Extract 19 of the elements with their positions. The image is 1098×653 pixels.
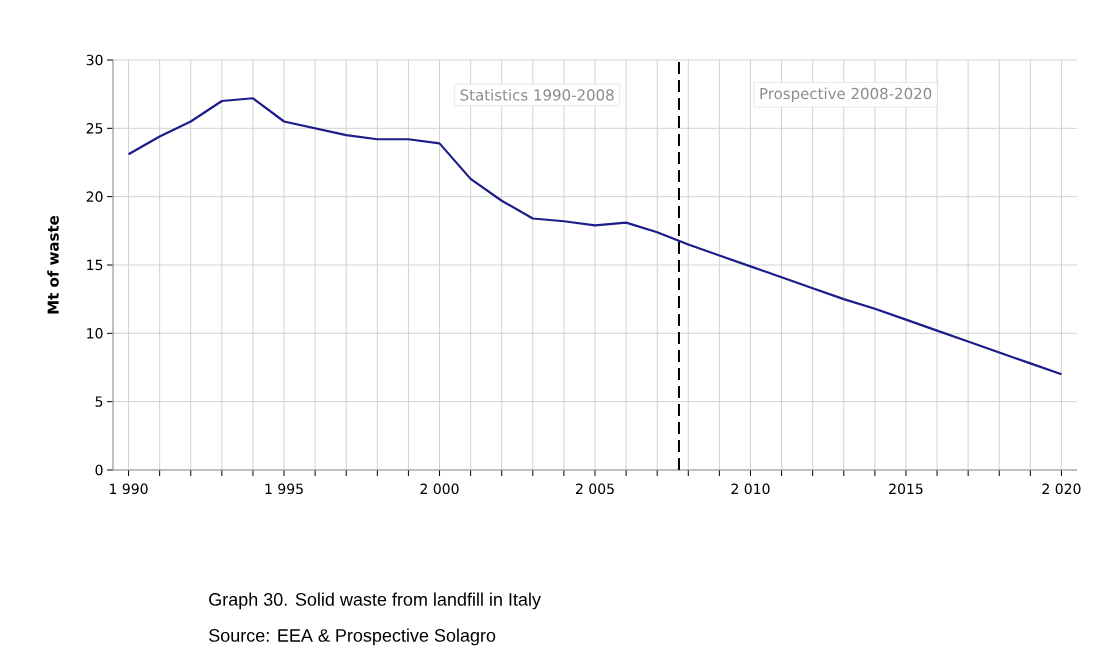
x-tick-label: 2 000 [420, 483, 459, 495]
caption: Graph 30. Solid waste from landfill in Italy [209, 592, 541, 610]
x-tick-label: 2015 [889, 483, 923, 495]
y-tick-label: 15 [87, 259, 103, 271]
x-tick-label: 1 990 [110, 483, 148, 495]
annotation: Statistics 1990-2008 [460, 89, 614, 101]
x-tick-label: 2 010 [731, 483, 770, 495]
y-tick-label: 20 [86, 191, 103, 202]
source-note: Source: EEA & Prospective Solagro [209, 628, 496, 646]
x-tick-label: 2 005 [575, 483, 614, 495]
y-tick-label: 10 [87, 328, 103, 339]
y-tick-label: 25 [86, 123, 103, 134]
y-tick-label: 0 [95, 464, 103, 476]
x-tick-label: 1 995 [265, 483, 303, 495]
annotation: Prospective 2008-2020 [760, 87, 932, 103]
y-axis-title: Mt of waste [47, 215, 59, 314]
y-tick-label: 5 [95, 396, 103, 407]
y-tick-label: 30 [86, 54, 103, 66]
x-tick-label: 2 020 [1042, 483, 1081, 495]
